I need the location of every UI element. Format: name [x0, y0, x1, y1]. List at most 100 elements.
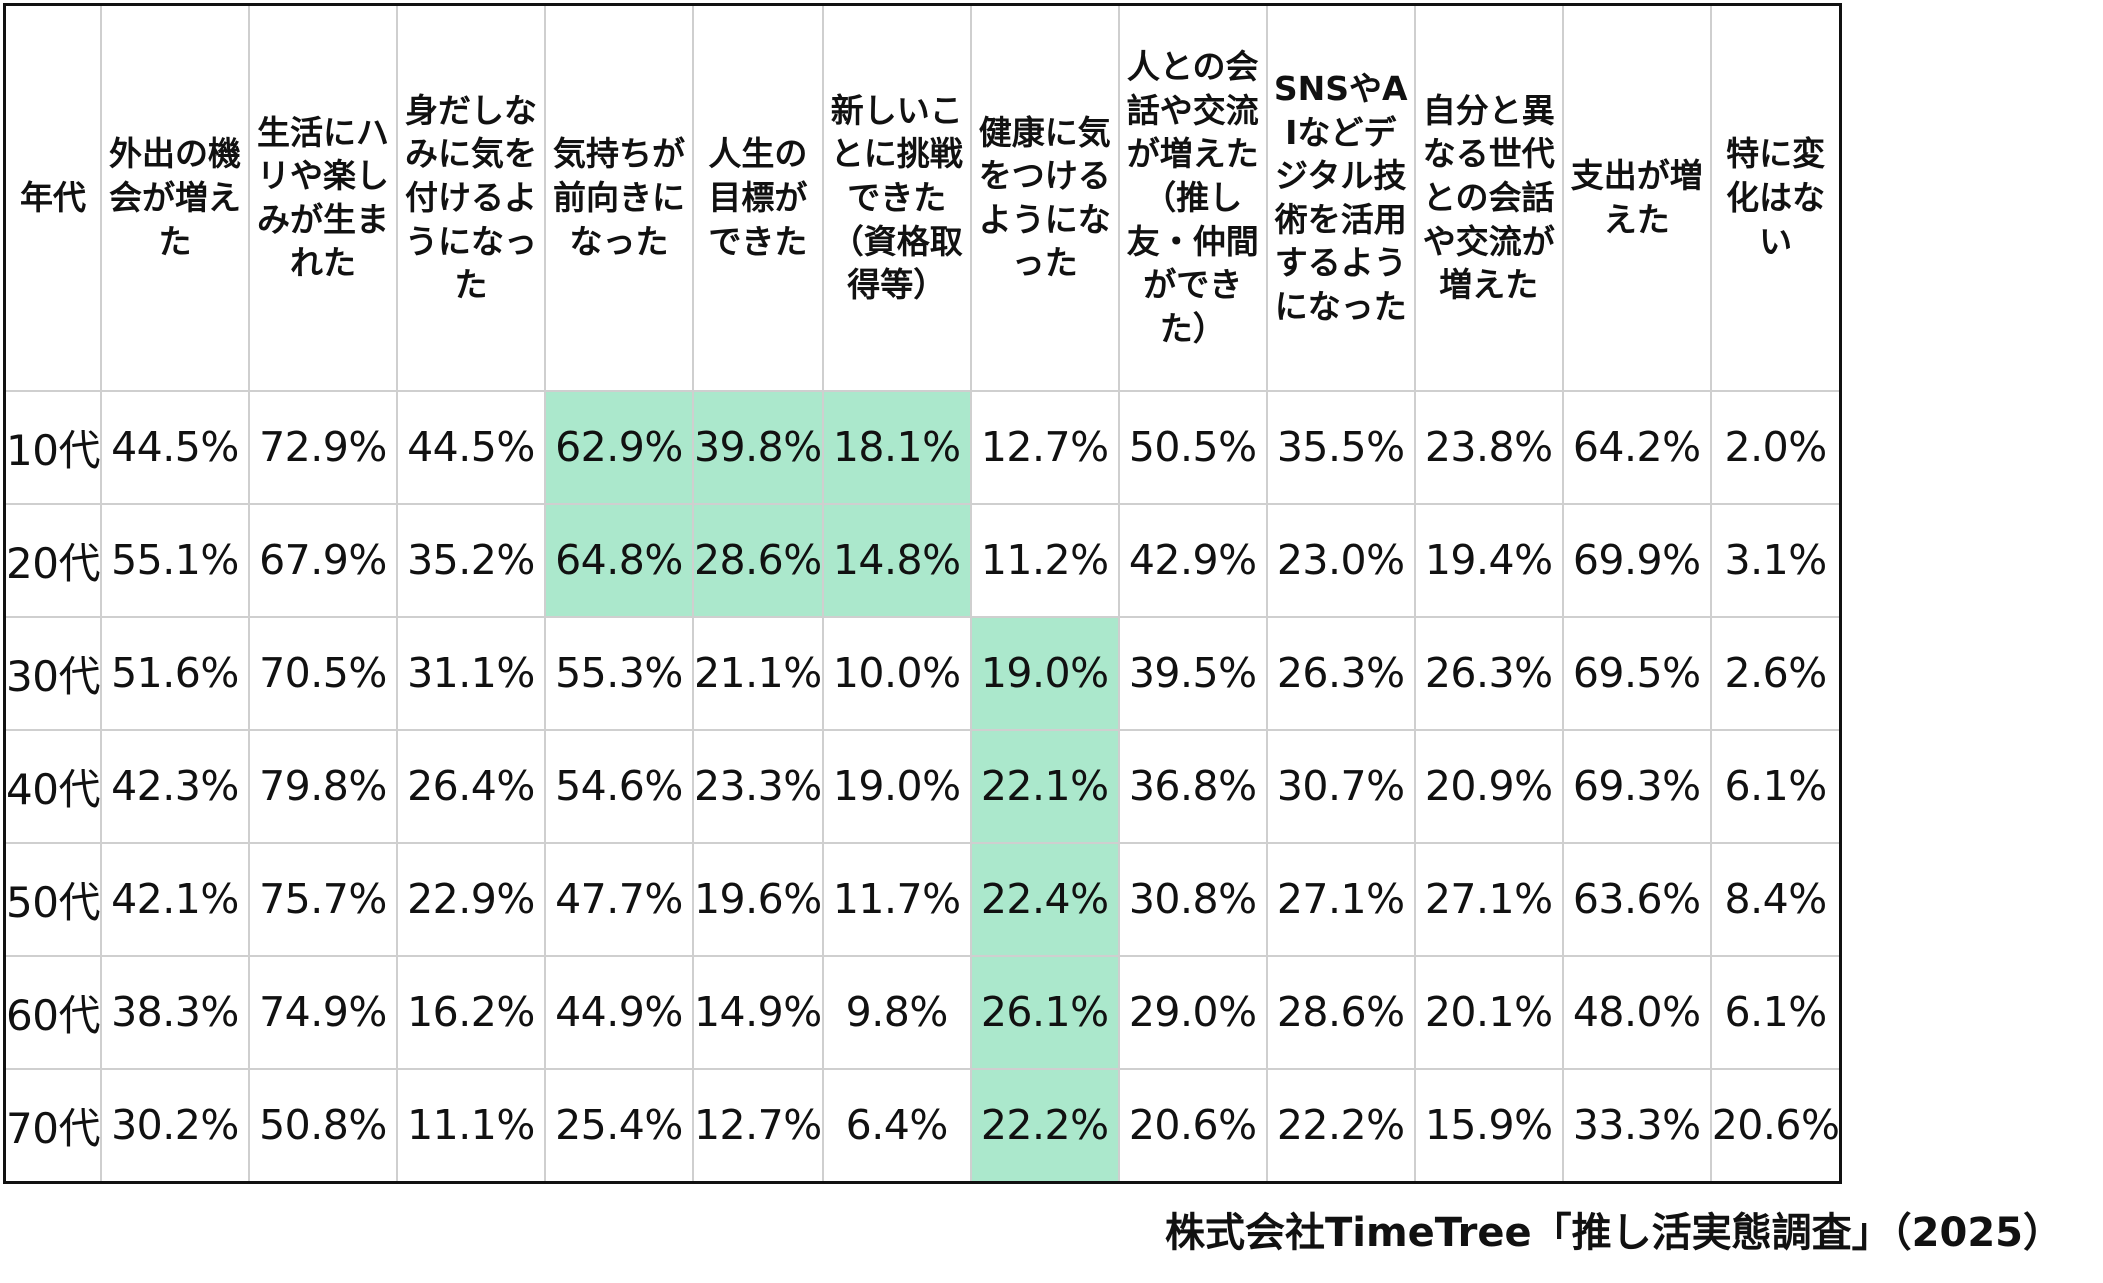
value-cell: 30.8% — [1117, 841, 1268, 957]
value-cell: 3.1% — [1709, 502, 1842, 618]
value-cell: 67.9% — [247, 502, 398, 618]
value-cell: 12.7% — [969, 389, 1120, 505]
column-header: 人との会話や交流が増えた（推し友・仲間ができた） — [1117, 3, 1268, 392]
value-cell: 42.3% — [99, 728, 250, 844]
value-cell: 29.0% — [1117, 954, 1268, 1070]
survey-table: 年代 外出の機会が増えた 生活にハリや楽しみが生まれた 身だしなみに気を付けるように… — [3, 3, 1843, 1184]
age-cell: 20代 — [3, 502, 102, 618]
value-cell: 55.3% — [543, 615, 694, 731]
value-cell: 23.8% — [1413, 389, 1564, 505]
value-cell: 62.9% — [543, 389, 694, 505]
value-cell: 44.9% — [543, 954, 694, 1070]
value-cell: 39.5% — [1117, 615, 1268, 731]
value-cell: 47.7% — [543, 841, 694, 957]
value-cell: 28.6% — [1265, 954, 1416, 1070]
value-cell: 14.9% — [691, 954, 824, 1070]
value-cell: 44.5% — [395, 389, 546, 505]
value-cell: 18.1% — [821, 389, 972, 505]
value-cell: 2.6% — [1709, 615, 1842, 731]
value-cell: 6.1% — [1709, 954, 1842, 1070]
column-header: 気持ちが前向きになった — [543, 3, 694, 392]
value-cell: 22.9% — [395, 841, 546, 957]
value-cell: 21.1% — [691, 615, 824, 731]
column-header: 生活にハリや楽しみが生まれた — [247, 3, 398, 392]
column-header-label: 自分と異なる世代との会話や交流が増えた — [1422, 90, 1555, 305]
column-header: 自分と異なる世代との会話や交流が増えた — [1413, 3, 1564, 392]
value-cell: 19.0% — [821, 728, 972, 844]
value-cell: 22.2% — [969, 1067, 1120, 1183]
value-cell: 19.4% — [1413, 502, 1564, 618]
value-cell: 69.3% — [1561, 728, 1712, 844]
value-cell: 72.9% — [247, 389, 398, 505]
value-cell: 20.6% — [1117, 1067, 1268, 1183]
column-header-label: 支出が増えた — [1570, 156, 1703, 239]
value-cell: 63.6% — [1561, 841, 1712, 957]
value-cell: 22.1% — [969, 728, 1120, 844]
value-cell: 16.2% — [395, 954, 546, 1070]
value-cell: 79.8% — [247, 728, 398, 844]
column-header-label: 気持ちが前向きになった — [552, 134, 685, 261]
value-cell: 9.8% — [821, 954, 972, 1070]
value-cell: 25.4% — [543, 1067, 694, 1183]
value-cell: 50.8% — [247, 1067, 398, 1183]
value-cell: 35.2% — [395, 502, 546, 618]
column-header: 特に変化はない — [1709, 3, 1842, 392]
value-cell: 55.1% — [99, 502, 250, 618]
value-cell: 39.8% — [691, 389, 824, 505]
table-row: 20代 55.1% 67.9% 35.2% 64.8% 28.6% 14.8% 11.2% 42… — [3, 502, 1842, 618]
value-cell: 69.9% — [1561, 502, 1712, 618]
value-cell: 19.6% — [691, 841, 824, 957]
column-header: 新しいことに挑戦できた（資格取得等） — [821, 3, 972, 392]
column-header: SNSやAIなどデジタル技術を活用するようになった — [1265, 3, 1416, 392]
value-cell: 6.1% — [1709, 728, 1842, 844]
value-cell: 2.0% — [1709, 389, 1842, 505]
value-cell: 22.4% — [969, 841, 1120, 957]
value-cell: 42.1% — [99, 841, 250, 957]
value-cell: 70.5% — [247, 615, 398, 731]
header-row: 年代 外出の機会が増えた 生活にハリや楽しみが生まれた 身だしなみに気を付けるように… — [3, 3, 1842, 392]
age-cell: 70代 — [3, 1067, 102, 1183]
table-row: 40代 42.3% 79.8% 26.4% 54.6% 23.3% 19.0% 22.1% 36… — [3, 728, 1842, 844]
age-cell: 40代 — [3, 728, 102, 844]
value-cell: 38.3% — [99, 954, 250, 1070]
value-cell: 20.6% — [1709, 1067, 1842, 1183]
column-header-label: 身だしなみに気を付けるようになった — [404, 90, 537, 305]
column-header-label: 人との会話や交流が増えた（推し友・仲間ができた） — [1126, 47, 1259, 348]
column-header-label: 人生の目標ができた — [708, 134, 808, 261]
value-cell: 42.9% — [1117, 502, 1268, 618]
value-cell: 26.1% — [969, 954, 1120, 1070]
column-header: 人生の目標ができた — [691, 3, 824, 392]
value-cell: 44.5% — [99, 389, 250, 505]
value-cell: 19.0% — [969, 615, 1120, 731]
value-cell: 20.1% — [1413, 954, 1564, 1070]
value-cell: 31.1% — [395, 615, 546, 731]
value-cell: 11.2% — [969, 502, 1120, 618]
age-cell: 50代 — [3, 841, 102, 957]
value-cell: 14.8% — [821, 502, 972, 618]
value-cell: 22.2% — [1265, 1067, 1416, 1183]
age-cell: 60代 — [3, 954, 102, 1070]
value-cell: 27.1% — [1265, 841, 1416, 957]
table-row: 50代 42.1% 75.7% 22.9% 47.7% 19.6% 11.7% 22.4% 30… — [3, 841, 1842, 957]
value-cell: 8.4% — [1709, 841, 1842, 957]
value-cell: 74.9% — [247, 954, 398, 1070]
value-cell: 75.7% — [247, 841, 398, 957]
value-cell: 26.3% — [1265, 615, 1416, 731]
value-cell: 36.8% — [1117, 728, 1268, 844]
value-cell: 26.4% — [395, 728, 546, 844]
value-cell: 26.3% — [1413, 615, 1564, 731]
column-header-label: 外出の機会が増えた — [108, 134, 241, 261]
age-cell: 10代 — [3, 389, 102, 505]
age-header: 年代 — [3, 3, 102, 392]
column-header-label: 新しいことに挑戦できた（資格取得等） — [830, 90, 963, 305]
age-cell: 30代 — [3, 615, 102, 731]
value-cell: 30.7% — [1265, 728, 1416, 844]
value-cell: 11.7% — [821, 841, 972, 957]
value-cell: 64.8% — [543, 502, 694, 618]
table-row: 30代 51.6% 70.5% 31.1% 55.3% 21.1% 10.0% 19.0% 39… — [3, 615, 1842, 731]
table-row: 70代 30.2% 50.8% 11.1% 25.4% 12.7% 6.4% 22.2% 20.… — [3, 1067, 1842, 1183]
source-caption: 株式会社TimeTree「推し活実態調査」（2025） — [1164, 1210, 2063, 1256]
value-cell: 11.1% — [395, 1067, 546, 1183]
column-header-label: 生活にハリや楽しみが生まれた — [256, 112, 389, 283]
column-header: 外出の機会が増えた — [99, 3, 250, 392]
